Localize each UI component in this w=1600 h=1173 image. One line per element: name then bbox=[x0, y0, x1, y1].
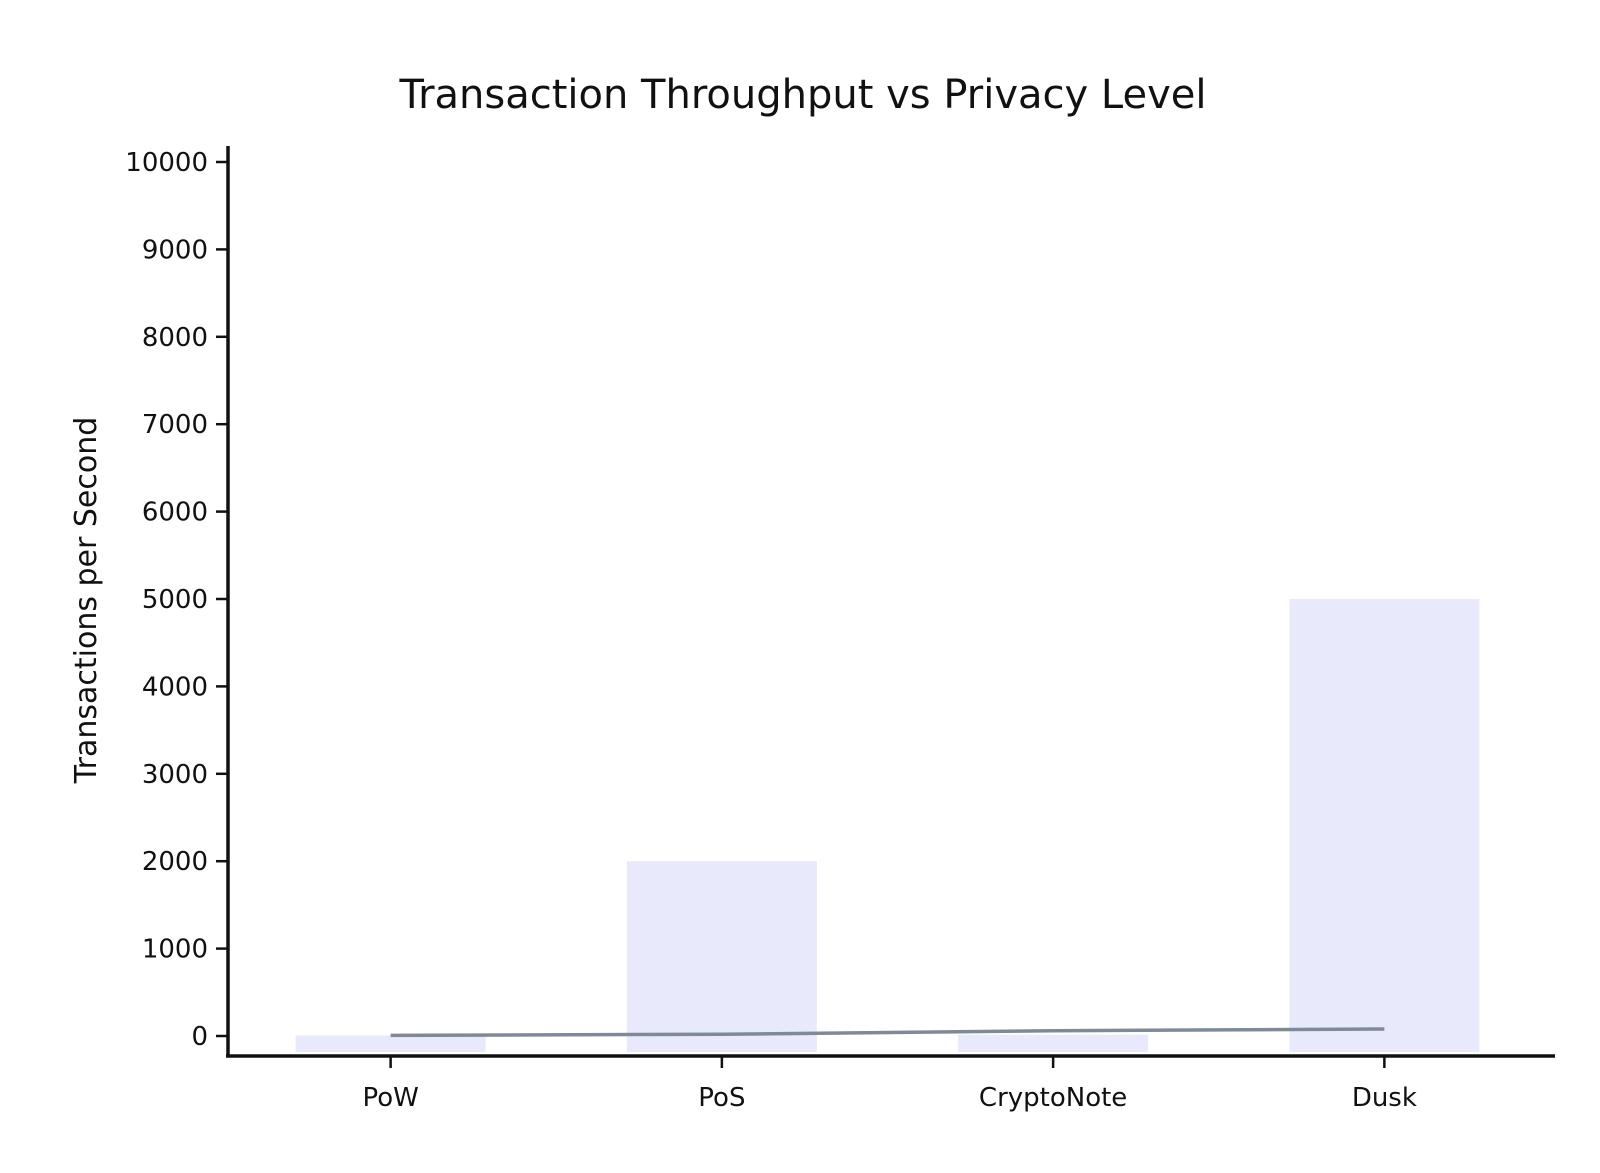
bar-pow bbox=[295, 1035, 486, 1052]
chart-title: Transaction Throughput vs Privacy Level bbox=[399, 72, 1207, 118]
y-tick-label: 1000 bbox=[142, 935, 208, 965]
x-tick-label-pow: PoW bbox=[362, 1083, 418, 1113]
y-tick-label: 0 bbox=[191, 1022, 208, 1052]
y-tick-label: 2000 bbox=[142, 847, 208, 877]
y-axis-label: Transactions per Second bbox=[69, 417, 104, 785]
y-tick-label: 5000 bbox=[142, 585, 208, 615]
y-tick-label: 4000 bbox=[142, 672, 208, 702]
y-tick-label: 10000 bbox=[125, 148, 208, 178]
line-layer bbox=[390, 1027, 1385, 1038]
y-tick-label: 7000 bbox=[142, 410, 208, 440]
y-tick-label: 8000 bbox=[142, 323, 208, 353]
x-tick-label-dusk: Dusk bbox=[1352, 1083, 1417, 1113]
y-tick-label: 3000 bbox=[142, 760, 208, 790]
bars-layer bbox=[295, 599, 1480, 1052]
series-line bbox=[390, 1027, 1385, 1038]
bar-cryptonote bbox=[958, 1034, 1149, 1052]
y-tick-label: 9000 bbox=[142, 235, 208, 265]
axes-layer: 0 1000 2000 3000 4000 5000 6000 7000 8000 9000 100… bbox=[125, 146, 1555, 1113]
bar-pos bbox=[626, 861, 817, 1052]
x-tick-label-pos: PoS bbox=[698, 1083, 745, 1113]
x-tick-label-cryptonote: CryptoNote bbox=[979, 1083, 1127, 1113]
bar-dusk bbox=[1289, 599, 1480, 1052]
y-tick-label: 6000 bbox=[142, 498, 208, 528]
